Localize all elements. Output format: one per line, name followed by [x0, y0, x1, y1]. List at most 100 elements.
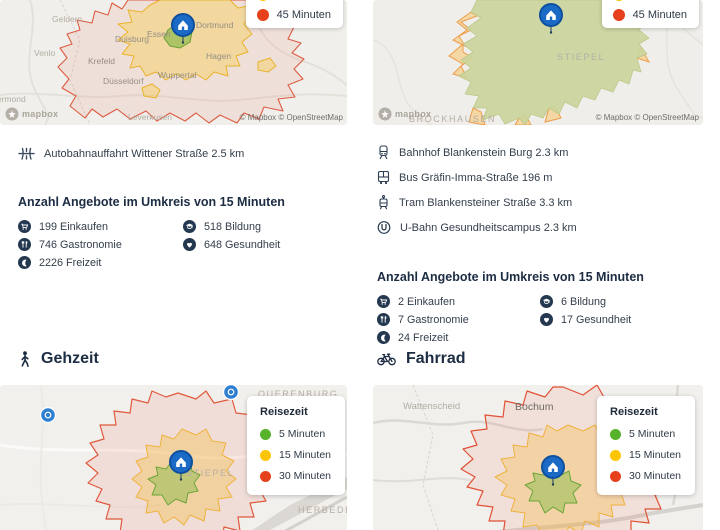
- legend-label: 30 Minuten: [277, 0, 331, 1]
- legend-label: 30 Minuten: [279, 470, 331, 482]
- highway-access-label: Autobahnauffahrt Wittener Straße 2.5 km: [44, 147, 245, 160]
- section-heading-fahrrad: Fahrrad: [377, 350, 466, 368]
- travel-time-legend: 30 Minuten 45 Minuten: [601, 0, 699, 28]
- offer-label: 2226 Freizeit: [39, 256, 102, 269]
- health-icon: [540, 313, 553, 326]
- offer-gastronomie: 7 Gastronomie: [377, 313, 469, 326]
- map-label: Geldern: [52, 14, 83, 24]
- section-heading-label: Gehzeit: [41, 350, 99, 367]
- transit-label: Bus Gräfin-Imma-Straße 196 m: [399, 171, 553, 184]
- highway-access-row: Autobahnauffahrt Wittener Straße 2.5 km: [18, 147, 244, 160]
- legend-row-5min: 5 Minuten: [260, 427, 331, 441]
- map-auto-isochrone[interactable]: Venlo Geldern Duisburg Essen Dortmund Kr…: [0, 0, 347, 125]
- legend-label: 15 Minuten: [629, 449, 681, 461]
- legend-row-15min: 15 Minuten: [610, 448, 681, 462]
- legend-dot-yellow: [610, 449, 622, 461]
- legend-dot-yellow: [260, 449, 272, 461]
- legend-row-30min: 30 Minuten: [613, 0, 687, 1]
- transit-row-bahnhof: Bahnhof Blankenstein Burg 2.3 km: [377, 145, 568, 160]
- map-label: Duisburg: [115, 34, 149, 44]
- transit-stop-marker[interactable]: [222, 385, 240, 401]
- offer-einkaufen: 2 Einkaufen: [377, 295, 455, 308]
- legend-dot-red: [256, 8, 269, 21]
- transit-label: U-Bahn Gesundheitscampus 2.3 km: [400, 221, 577, 234]
- pedestrian-icon: [21, 350, 29, 367]
- map-label: BROCKHAUSEN: [409, 114, 496, 124]
- transit-row-ubahn: U-Bahn Gesundheitscampus 2.3 km: [377, 220, 577, 235]
- education-icon: [183, 220, 196, 233]
- map-bike-isochrone[interactable]: Wattenscheid Bochum Witten Reisezeit 5 M…: [373, 385, 703, 530]
- offer-freizeit: 2226 Freizeit: [18, 256, 101, 269]
- map-label: Roermond: [0, 94, 26, 104]
- offer-freizeit: 24 Freizeit: [377, 331, 448, 344]
- cutlery-icon: [18, 238, 31, 251]
- offers-title-left: Anzahl Angebote im Umkreis von 15 Minute…: [18, 195, 285, 209]
- map-label: STIEPEL: [186, 468, 234, 478]
- offer-label: 518 Bildung: [204, 220, 262, 233]
- map-label: Leverkusen: [128, 112, 172, 122]
- train-icon: [379, 145, 388, 160]
- legend-dot-yellow: [616, 0, 621, 1]
- map-transit-reach[interactable]: STIEPEL BROCKHAUSEN 30 Minuten 45 Minute…: [373, 0, 703, 125]
- shopping-cart-icon: [18, 220, 31, 233]
- offer-gastronomie: 746 Gastronomie: [18, 238, 122, 251]
- legend-row-45min: 45 Minuten: [256, 8, 331, 21]
- legend-dot-red: [260, 470, 272, 482]
- transit-label: Bahnhof Blankenstein Burg 2.3 km: [399, 146, 569, 159]
- legend-label: 15 Minuten: [279, 449, 331, 461]
- legend-row-45min: 45 Minuten: [612, 8, 687, 21]
- legend-dot-red: [610, 470, 622, 482]
- map-label: STIEPEL: [557, 52, 605, 62]
- legend-label: 30 Minuten: [629, 470, 681, 482]
- education-icon: [540, 295, 553, 308]
- section-heading-label: Fahrrad: [406, 350, 466, 367]
- legend-row-30min: 30 Minuten: [260, 469, 331, 483]
- legend-label: 45 Minuten: [276, 8, 331, 21]
- offer-label: 6 Bildung: [561, 295, 607, 308]
- offer-bildung: 6 Bildung: [540, 295, 606, 308]
- map-label: Düsseldorf: [103, 76, 144, 86]
- leisure-icon: [18, 256, 31, 269]
- transit-stop-marker[interactable]: [39, 406, 57, 424]
- leisure-icon: [377, 331, 390, 344]
- offer-label: 648 Gesundheit: [204, 238, 281, 251]
- map-canvas: QUERENBURG STIEPEL HERBEDE: [0, 385, 347, 530]
- legend-label: 5 Minuten: [629, 428, 676, 440]
- map-label: Bochum: [515, 401, 554, 413]
- map-label: QUERENBURG: [258, 389, 339, 399]
- offer-label: 24 Freizeit: [398, 331, 449, 344]
- shopping-cart-icon: [377, 295, 390, 308]
- offer-bildung: 518 Bildung: [183, 220, 261, 233]
- mapbox-logo[interactable]: mapbox: [5, 107, 58, 121]
- column-right: STIEPEL BROCKHAUSEN 30 Minuten 45 Minute…: [373, 0, 703, 530]
- legend-label: 5 Minuten: [279, 428, 326, 440]
- map-label: HERBEDE: [298, 505, 347, 515]
- map-label: Hagen: [206, 51, 231, 61]
- bus-icon: [377, 170, 390, 185]
- map-label: Venlo: [34, 48, 56, 58]
- legend-dot-green: [260, 428, 272, 440]
- map-label: Wattenscheid: [403, 401, 460, 412]
- legend-label: 30 Minuten: [633, 0, 687, 1]
- travel-time-legend: Reisezeit 5 Minuten 15 Minuten 30 Minute…: [247, 396, 345, 495]
- mapbox-logo[interactable]: mapbox: [378, 107, 431, 121]
- map-label: Wuppertal: [158, 70, 197, 80]
- transit-row-bus: Bus Gräfin-Imma-Straße 196 m: [377, 170, 552, 185]
- cutlery-icon: [377, 313, 390, 326]
- map-label: Krefeld: [88, 56, 115, 66]
- offer-label: 17 Gesundheit: [561, 313, 632, 326]
- autobahn-icon: [18, 147, 35, 160]
- legend-dot-green: [610, 428, 622, 440]
- legend-row-30min: 30 Minuten: [257, 0, 331, 1]
- ubahn-icon: [377, 221, 391, 234]
- legend-dot-yellow: [260, 0, 265, 1]
- offer-einkaufen: 199 Einkaufen: [18, 220, 108, 233]
- offer-gesundheit: 17 Gesundheit: [540, 313, 631, 326]
- column-left: Venlo Geldern Duisburg Essen Dortmund Kr…: [0, 0, 347, 530]
- transit-row-tram: Tram Blankensteiner Straße 3.3 km: [377, 195, 572, 210]
- map-walk-isochrone[interactable]: QUERENBURG STIEPEL HERBEDE Reisezeit 5 M…: [0, 385, 347, 530]
- map-attribution[interactable]: © Mapbox © OpenStreetMap: [239, 113, 343, 122]
- section-heading-gehzeit: Gehzeit: [18, 350, 99, 368]
- map-attribution[interactable]: © Mapbox © OpenStreetMap: [595, 113, 699, 122]
